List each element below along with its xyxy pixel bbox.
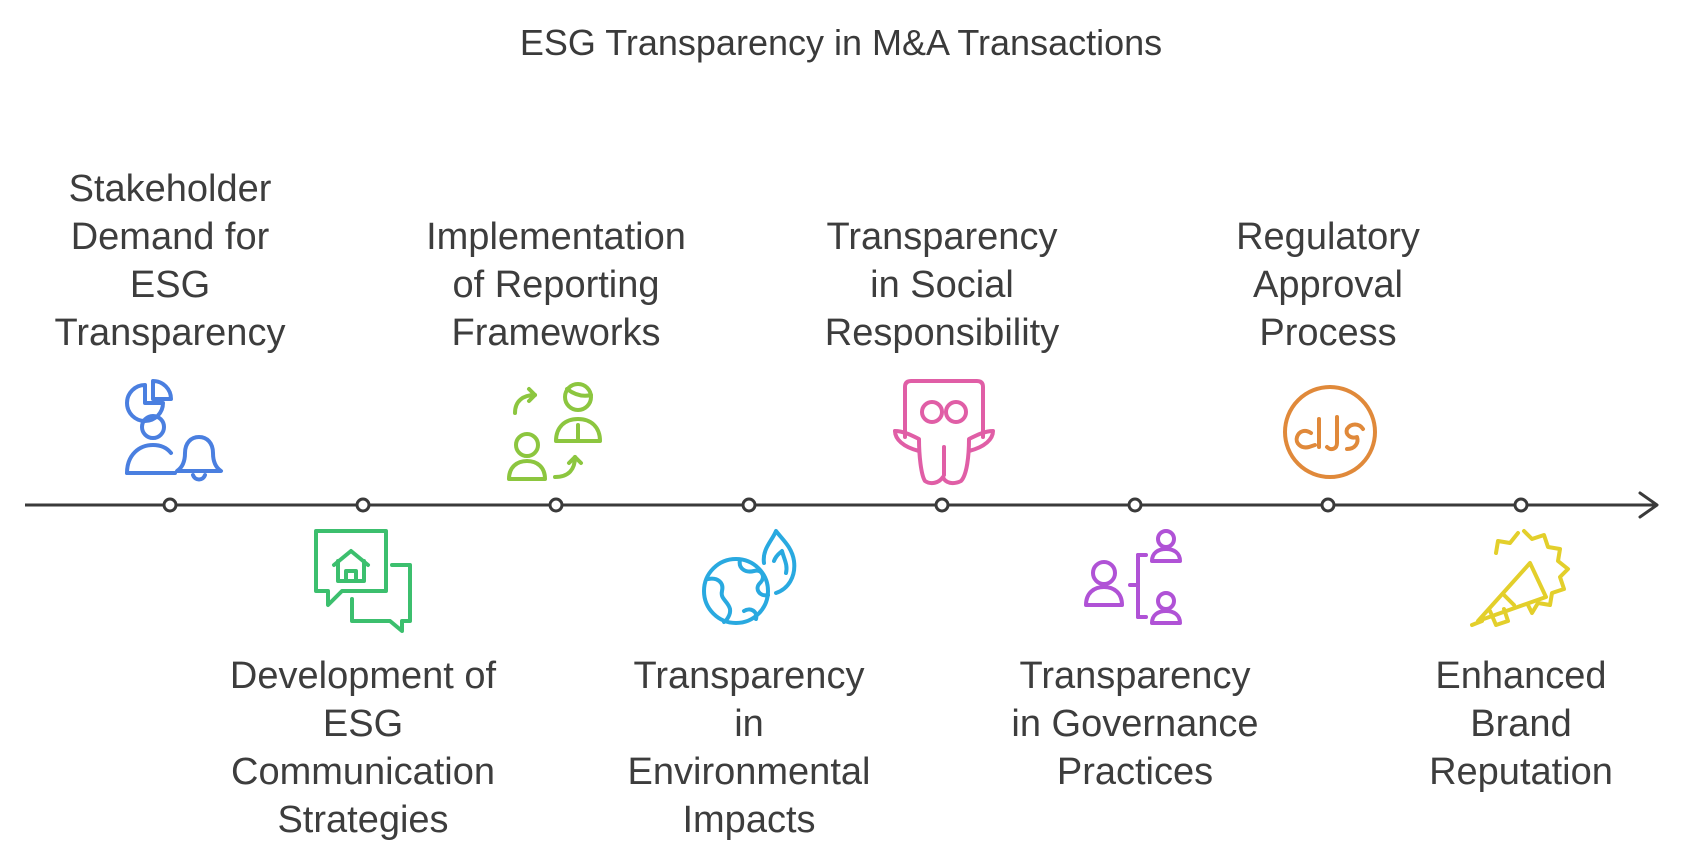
page-title: ESG Transparency in M&A Transactions: [519, 22, 1163, 63]
megaphone-badge-icon: [1468, 525, 1578, 635]
stage-label-environmental-impacts: Transparency in Environmental Impacts: [627, 655, 871, 841]
stage-label-brand-reputation: Enhanced Brand Reputation: [1429, 655, 1613, 793]
timeline-marker: [1320, 497, 1336, 513]
timeline-arrowhead: [1638, 491, 1659, 519]
stage-label-reporting-frameworks: Implementation of Reporting Frameworks: [426, 216, 686, 354]
timeline-marker: [1127, 497, 1143, 513]
stage-label-social-responsibility: Transparency in Social Responsibility: [824, 216, 1060, 354]
timeline-marker: [548, 497, 564, 513]
timeline-marker: [934, 497, 950, 513]
timeline-marker: [741, 497, 757, 513]
org-hierarchy-icon: [1082, 525, 1192, 635]
stage-label-governance-practices: Transparency in Governance Practices: [1011, 655, 1259, 793]
stage-label-regulatory-approval: Regulatory Approval Process: [1236, 216, 1420, 354]
timeline-marker: [355, 497, 371, 513]
globe-fire-icon: [696, 525, 806, 635]
timeline-marker: [1513, 497, 1529, 513]
social-mask-icon: [889, 377, 999, 487]
halal-seal-icon: [1275, 377, 1385, 487]
stage-label-stakeholder-demand: Stakeholder Demand for ESG Transparency: [54, 168, 286, 354]
chat-home-icon: [308, 525, 418, 635]
user-switch-icon: [503, 377, 613, 487]
stage-label-communication-strategies: Development of ESG Communication Strateg…: [229, 655, 497, 841]
timeline-marker: [162, 497, 178, 513]
stakeholder-pie-bell-icon: [115, 377, 225, 487]
